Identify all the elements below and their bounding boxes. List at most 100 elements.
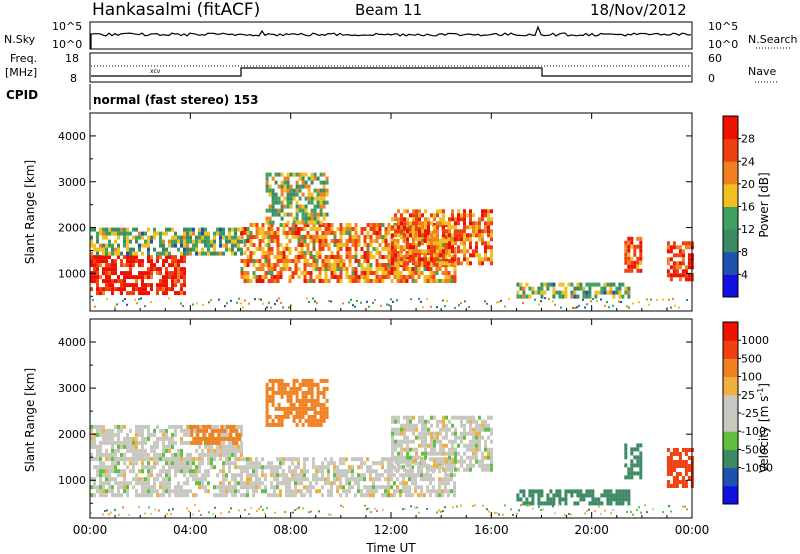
heatmap-cell: [132, 444, 135, 449]
heatmap-cell: [531, 501, 535, 506]
heatmap-cell: [330, 271, 334, 275]
heatmap-cell: [270, 235, 274, 239]
heatmap-cell: [672, 273, 676, 278]
heatmap-cell: [312, 227, 316, 231]
heatmap-cell: [381, 223, 385, 227]
heatmap-cell: [198, 465, 201, 470]
heatmap-cell: [99, 287, 102, 292]
heatmap-cell: [610, 512, 612, 515]
heatmap-cell: [108, 469, 111, 474]
heatmap-cell: [307, 184, 311, 189]
heatmap-cell: [570, 493, 574, 498]
heatmap-cell: [366, 251, 370, 255]
heatmap-cell: [402, 485, 405, 490]
heatmap-cell: [426, 477, 429, 482]
heatmap-cell: [294, 473, 297, 478]
heatmap-cell: [312, 297, 314, 300]
heatmap-cell: [111, 291, 114, 296]
heatmap-cell: [207, 481, 210, 486]
heatmap-cell: [543, 501, 547, 506]
heatmap-cell: [108, 243, 111, 248]
heatmap-cell: [135, 239, 138, 244]
heatmap-cell: [165, 461, 168, 466]
heatmap-cell: [450, 263, 454, 267]
heatmap-cell: [318, 271, 322, 275]
heatmap-cell: [229, 424, 233, 429]
heatmap-cell: [108, 255, 111, 260]
heatmap-cell: [258, 481, 261, 486]
heatmap-cell: [433, 435, 436, 440]
heatmap-cell: [454, 229, 457, 234]
heatmap-cell: [135, 477, 138, 482]
heatmap-cell: [114, 305, 116, 308]
heatmap-cell: [420, 239, 424, 243]
heatmap-cell: [391, 249, 394, 254]
heatmap-cell: [312, 461, 315, 466]
heatmap-cell: [273, 255, 277, 259]
heatmap-cell: [99, 465, 102, 470]
y-tick-label: 2000: [58, 428, 86, 441]
heatmap-cell: [387, 473, 390, 478]
heatmap-cell: [90, 255, 93, 260]
heatmap-cell: [469, 217, 472, 222]
heatmap-cell: [609, 501, 613, 506]
heatmap-cell: [528, 493, 532, 498]
heatmap-cell: [285, 259, 289, 263]
heatmap-cell: [400, 439, 403, 444]
heatmap-cell: [384, 477, 387, 482]
heatmap-cell: [406, 451, 409, 456]
heatmap-cell: [168, 509, 170, 512]
heatmap-cell: [132, 287, 135, 292]
heatmap-cell: [255, 267, 259, 271]
heatmap-cell: [171, 287, 174, 292]
heatmap-cell: [198, 227, 201, 232]
heatmap-cell: [339, 477, 342, 482]
heatmap-cell: [453, 271, 457, 275]
velocity-heatmap: [90, 378, 694, 516]
heatmap-cell: [504, 305, 506, 308]
heatmap-cell: [475, 447, 478, 452]
heatmap-cell: [232, 424, 236, 429]
heatmap-cell: [342, 485, 345, 490]
heatmap-cell: [298, 208, 302, 213]
heatmap-cell: [225, 452, 228, 457]
heatmap-cell: [438, 489, 441, 494]
heatmap-cell: [405, 473, 408, 478]
heatmap-cell: [518, 509, 520, 512]
heatmap-cell: [447, 489, 450, 494]
heatmap-cell: [399, 275, 403, 279]
heatmap-cell: [301, 398, 305, 403]
heatmap-cell: [273, 485, 276, 490]
heatmap-cell: [402, 255, 406, 259]
heatmap-cell: [168, 424, 171, 429]
heatmap-cell: [440, 510, 442, 513]
heatmap-cell: [268, 184, 272, 189]
heatmap-cell: [246, 457, 249, 462]
heatmap-cell: [132, 255, 135, 260]
heatmap-cell: [282, 457, 285, 462]
heatmap-cell: [372, 223, 376, 227]
heatmap-cell: [313, 220, 317, 225]
heatmap-cell: [630, 475, 634, 480]
heatmap-cell: [442, 261, 445, 266]
heatmap-cell: [304, 390, 308, 395]
heatmap-cell: [301, 184, 305, 189]
heatmap-cell: [132, 456, 135, 461]
heatmap-cell: [303, 493, 306, 498]
heatmap-cell: [174, 275, 177, 280]
heatmap-cell: [171, 283, 174, 288]
heatmap-cell: [342, 302, 344, 305]
heatmap-cell: [96, 267, 99, 272]
heatmap-cell: [300, 473, 303, 478]
heatmap-cell: [177, 493, 180, 498]
heatmap-cell: [220, 512, 222, 515]
heatmap-cell: [618, 501, 622, 506]
heatmap-cell: [90, 239, 93, 244]
heatmap-cell: [271, 422, 275, 427]
heatmap-cell: [403, 261, 406, 266]
heatmap-cell: [498, 301, 500, 304]
heatmap-cell: [430, 221, 433, 226]
heatmap-cell: [442, 443, 445, 448]
heatmap-cell: [237, 465, 240, 470]
heatmap-cell: [534, 290, 538, 295]
